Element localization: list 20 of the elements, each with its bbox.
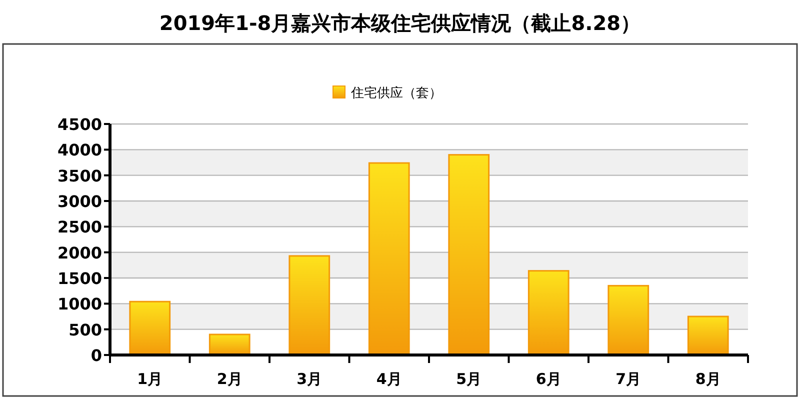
y-tick-label: 1000 [57, 294, 102, 314]
y-tick-label: 4500 [57, 115, 102, 134]
y-tick-label: 3000 [57, 192, 102, 211]
y-tick-label: 1500 [57, 269, 102, 288]
x-tick-label: 1月 [137, 370, 163, 388]
x-tick-label: 3月 [296, 370, 322, 388]
x-tick-label: 7月 [616, 370, 642, 388]
chart-title: 2019年1-8月嘉兴市本级住宅供应情况（截止8.28） [159, 11, 641, 35]
y-tick-label: 500 [68, 320, 102, 340]
x-tick-label: 2月 [216, 370, 242, 388]
y-tick-label: 3500 [57, 166, 102, 186]
x-tick-label: 4月 [376, 370, 402, 388]
y-tick-label: 2500 [57, 218, 102, 237]
x-tick-label: 6月 [536, 370, 562, 388]
x-tick-label: 8月 [695, 370, 721, 388]
x-tick-label: 5月 [456, 370, 482, 388]
y-tick-label: 2000 [57, 243, 102, 262]
y-tick-label: 0 [90, 346, 102, 365]
y-tick-label: 4000 [57, 140, 102, 160]
legend-label: 住宅供应（套） [350, 85, 442, 101]
